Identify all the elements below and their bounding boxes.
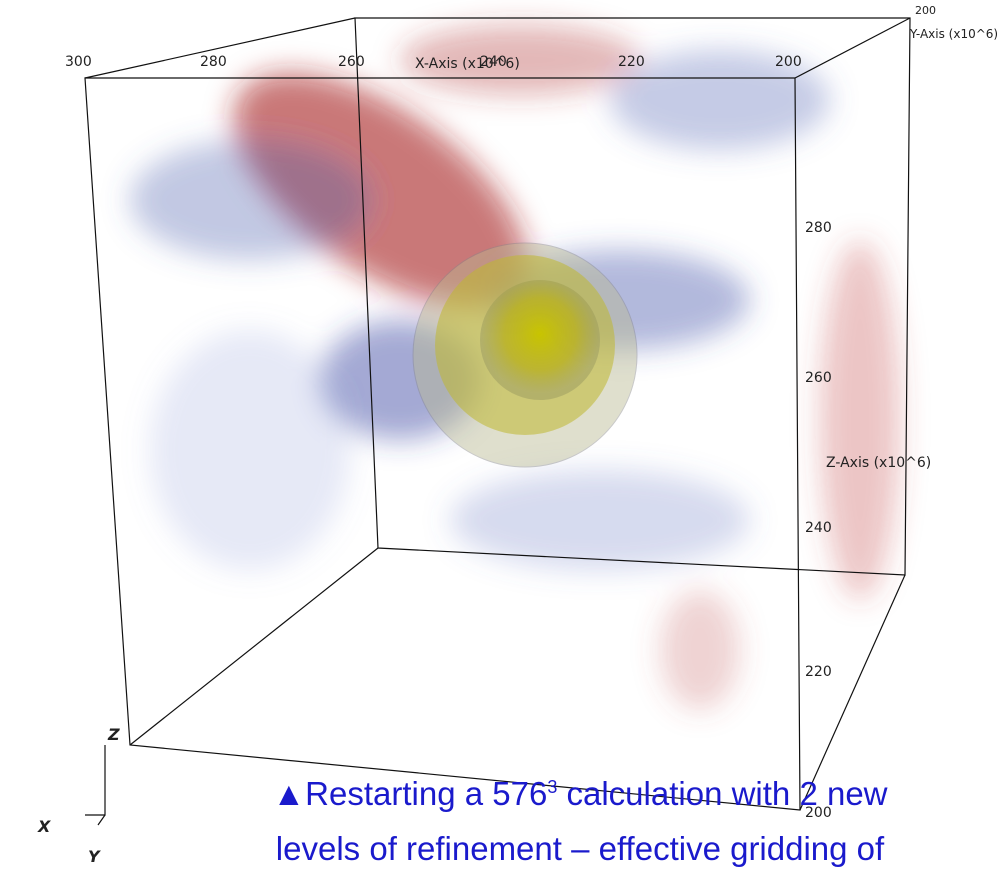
- tick-label: 220: [618, 54, 645, 70]
- tick-label: 220: [805, 664, 832, 680]
- spheres: [413, 243, 637, 467]
- axis-label: X-Axis (x10^6): [415, 56, 520, 72]
- tick-label: 280: [805, 220, 832, 236]
- tick-label: 240: [805, 520, 832, 536]
- caption-line: ▲Restarting a 5763 calculation with 2 ne…: [150, 775, 1003, 813]
- tick-label: 260: [338, 54, 365, 70]
- visualization: 300280260240220200X-Axis (x10^6)28026024…: [0, 0, 1003, 877]
- tick-label: 200: [775, 54, 802, 70]
- tick-label: 280: [200, 54, 227, 70]
- screenshot: 300280260240220200X-Axis (x10^6)28026024…: [0, 0, 1003, 877]
- axis-label: Y-Axis (x10^6): [909, 27, 998, 41]
- triad-label: Y: [88, 847, 101, 866]
- triad-label: Z: [107, 725, 120, 744]
- triad-label: X: [37, 817, 51, 836]
- tick-label: 260: [805, 370, 832, 386]
- tick-label: 300: [65, 54, 92, 70]
- caption-line: levels of refinement – effective griddin…: [150, 830, 1003, 868]
- tick-label: 200: [915, 4, 936, 17]
- axis-label: Z-Axis (x10^6): [826, 455, 931, 471]
